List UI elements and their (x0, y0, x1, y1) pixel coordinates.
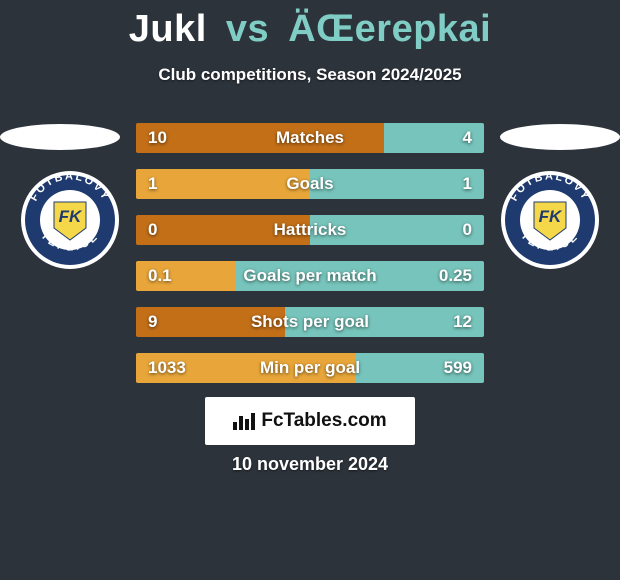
stat-bar-track (136, 353, 484, 383)
stat-bar-right (310, 169, 484, 199)
comparison-title: Jukl vs ÄŒerepkai (0, 0, 620, 51)
stat-bar-track (136, 169, 484, 199)
stat-bar-right (236, 261, 484, 291)
stat-bar-left (136, 307, 285, 337)
stat-row: Shots per goal912 (136, 307, 484, 337)
player2-name: ÄŒerepkai (288, 8, 491, 50)
snapshot-date: 10 november 2024 (0, 454, 620, 475)
branding-text: FcTables.com (261, 410, 386, 432)
stat-bar-left (136, 169, 310, 199)
svg-text:FK: FK (539, 207, 563, 226)
stat-row: Matches104 (136, 123, 484, 153)
club-badge-left: FOTBALOVÝTEPLICEFK (20, 170, 120, 270)
stat-bar-right (310, 215, 484, 245)
stat-row: Goals per match0.10.25 (136, 261, 484, 291)
stat-bar-track (136, 215, 484, 245)
stat-bar-track (136, 123, 484, 153)
club-badge-right: FOTBALOVÝTEPLICEFK (500, 170, 600, 270)
stat-bar-track (136, 307, 484, 337)
vs-text: vs (226, 8, 269, 50)
stat-bar-left (136, 261, 236, 291)
svg-text:FK: FK (59, 207, 83, 226)
branding-box: FcTables.com (205, 397, 415, 445)
stat-row: Goals11 (136, 169, 484, 199)
stat-bar-right (356, 353, 484, 383)
decorative-oval-left (0, 124, 120, 150)
decorative-oval-right (500, 124, 620, 150)
stat-bar-right (285, 307, 484, 337)
stat-row: Hattricks00 (136, 215, 484, 245)
stat-row: Min per goal1033599 (136, 353, 484, 383)
subtitle: Club competitions, Season 2024/2025 (0, 65, 620, 85)
stat-bar-left (136, 123, 384, 153)
stat-bar-track (136, 261, 484, 291)
stat-bar-left (136, 215, 310, 245)
stat-bar-right (384, 123, 484, 153)
branding-chart-icon (233, 412, 255, 430)
player1-name: Jukl (129, 8, 207, 50)
stats-container: Matches104 Goals11 Hattricks00 Goals per ma… (136, 123, 484, 399)
stat-bar-left (136, 353, 356, 383)
